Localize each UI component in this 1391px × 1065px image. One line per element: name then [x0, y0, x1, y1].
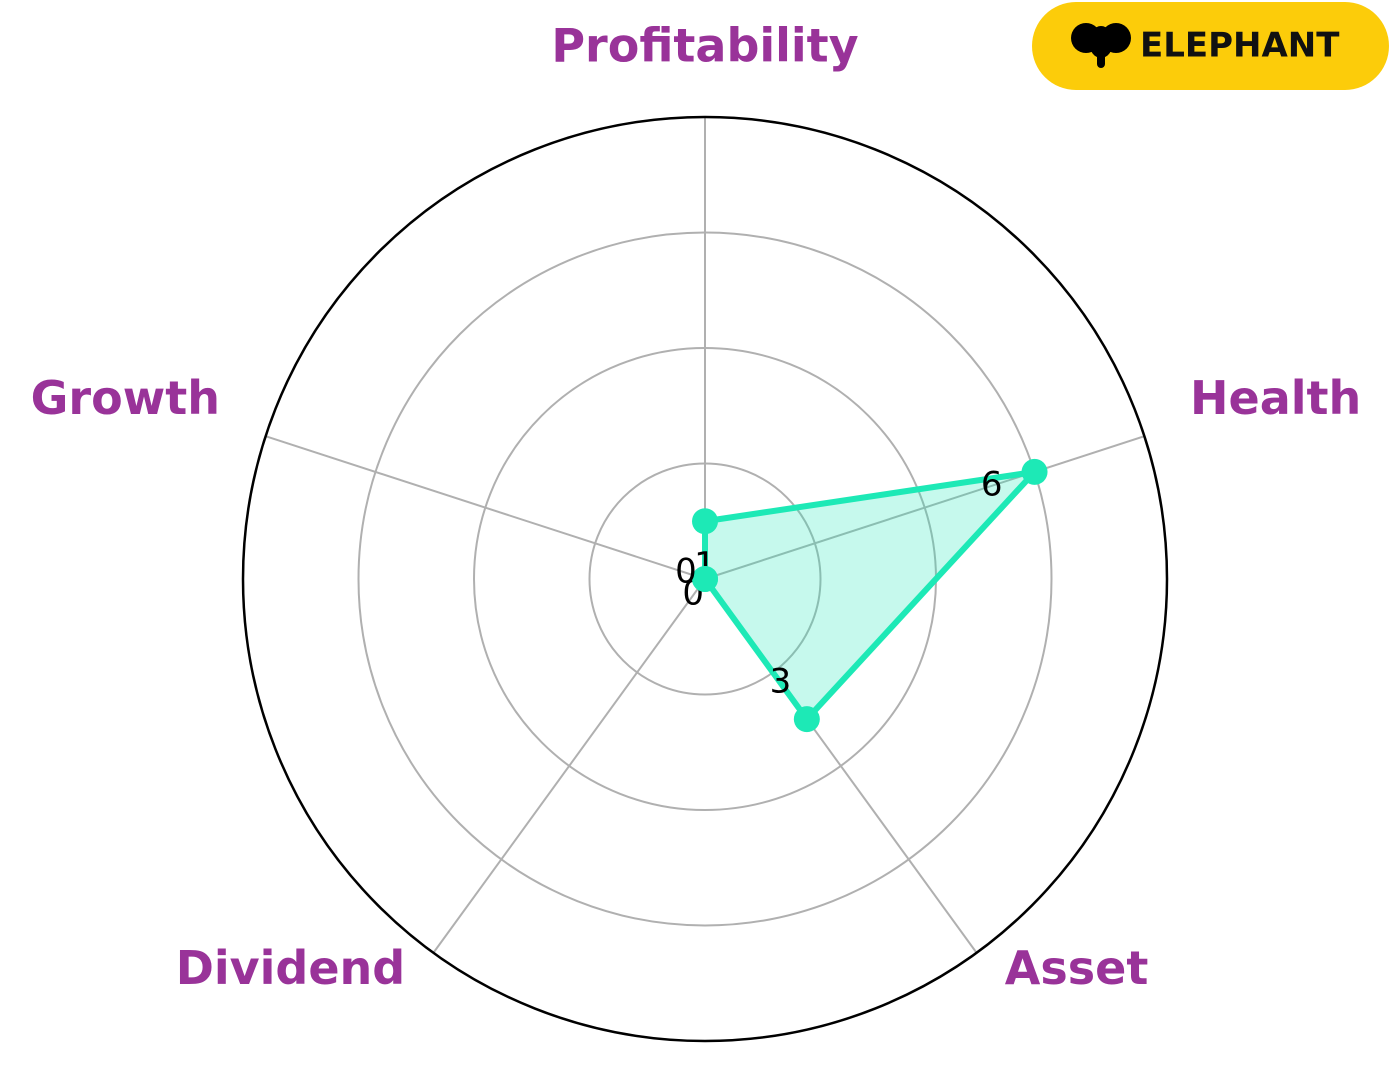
value-label: 0 [675, 551, 697, 591]
category-label: Profitability [551, 19, 858, 73]
radar-point [692, 508, 718, 535]
radar-area [705, 471, 1035, 720]
radar-point [1021, 458, 1048, 485]
radar-point [793, 706, 820, 733]
spoke [704, 435, 1145, 580]
category-label: Health [1190, 371, 1361, 425]
value-label: 3 [770, 661, 792, 701]
logo-text: ELEPHANT [1140, 26, 1340, 66]
category-label: Growth [31, 371, 220, 425]
value-label: 6 [981, 464, 1003, 504]
logo: ELEPHANT [1032, 2, 1389, 90]
spoke [432, 578, 706, 954]
category-label: Asset [1005, 941, 1149, 995]
radar-point [692, 566, 718, 592]
category-label: Dividend [176, 941, 406, 995]
spoke [265, 435, 706, 580]
outer-circle [241, 115, 1169, 1043]
logo-icon [1071, 23, 1131, 68]
